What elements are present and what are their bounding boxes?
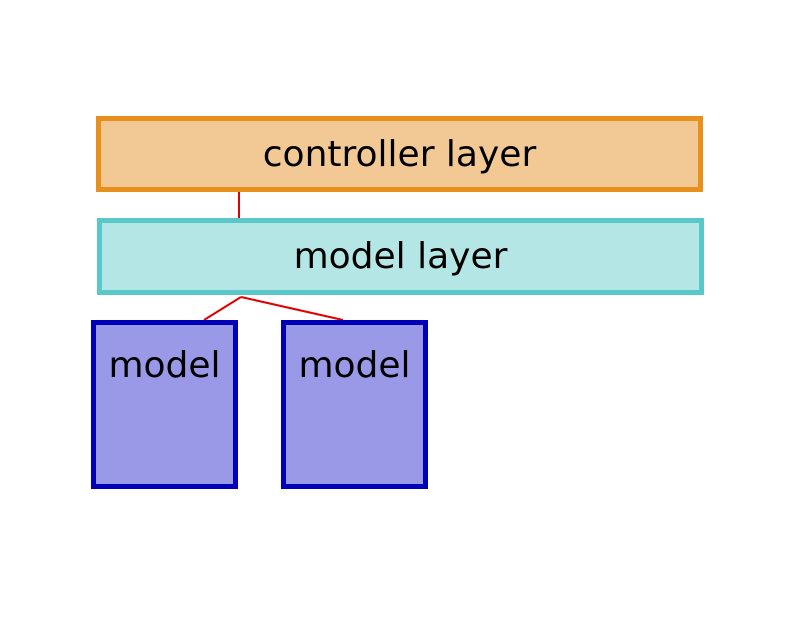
model-box-1: model bbox=[91, 320, 238, 489]
model-layer-label: model layer bbox=[293, 236, 508, 277]
controller-layer-label: controller layer bbox=[262, 133, 537, 175]
model-label: model bbox=[108, 345, 221, 386]
connector-model-layer-to-model-1 bbox=[203, 296, 242, 321]
controller-layer-box: controller layer bbox=[96, 116, 703, 192]
model-box-2: model bbox=[281, 320, 428, 489]
connector-model-layer-to-model-2 bbox=[240, 296, 344, 321]
model-label: model bbox=[298, 345, 411, 386]
model-layer-box: model layer bbox=[97, 218, 704, 295]
